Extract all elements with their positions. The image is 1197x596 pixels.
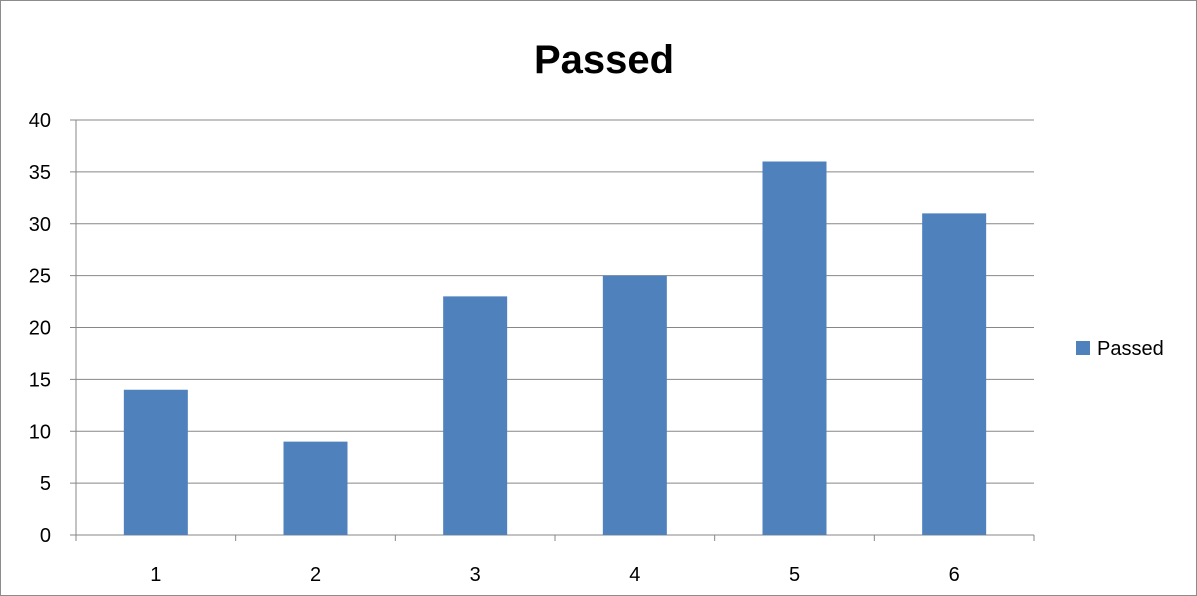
y-tick-labels: 0 5 10 15 20 25 30 35 40: [29, 110, 51, 547]
legend-label: Passed: [1097, 338, 1164, 360]
y-tick-label: 20: [29, 318, 51, 340]
bar-5: [762, 161, 827, 535]
bars: [123, 161, 987, 535]
axes: [70, 119, 1035, 541]
x-tick-label: 2: [310, 564, 321, 586]
y-tick-label: 0: [40, 525, 51, 547]
y-tick-label: 40: [29, 110, 51, 132]
x-tick-label: 4: [629, 564, 640, 586]
y-tick-label: 10: [29, 421, 51, 443]
x-tick-label: 6: [949, 564, 960, 586]
y-tick-label: 35: [29, 162, 51, 184]
bar-1: [123, 389, 188, 535]
bar-4: [602, 275, 667, 535]
y-tick-label: 25: [29, 266, 51, 288]
x-tick-label: 1: [150, 564, 161, 586]
legend: Passed: [1076, 338, 1164, 360]
bar-6: [922, 213, 987, 535]
x-tick-label: 3: [470, 564, 481, 586]
y-tick-label: 15: [29, 369, 51, 391]
bar-3: [443, 296, 508, 535]
x-tick-label: 5: [789, 564, 800, 586]
y-tick-label: 30: [29, 214, 51, 236]
y-tick-label: 5: [40, 473, 51, 495]
bar-2: [283, 441, 348, 535]
legend-swatch: [1076, 341, 1090, 355]
chart-title: Passed: [534, 38, 674, 82]
x-tick-labels: 1 2 3 4 5 6: [150, 564, 959, 586]
gridlines: [76, 119, 1034, 536]
